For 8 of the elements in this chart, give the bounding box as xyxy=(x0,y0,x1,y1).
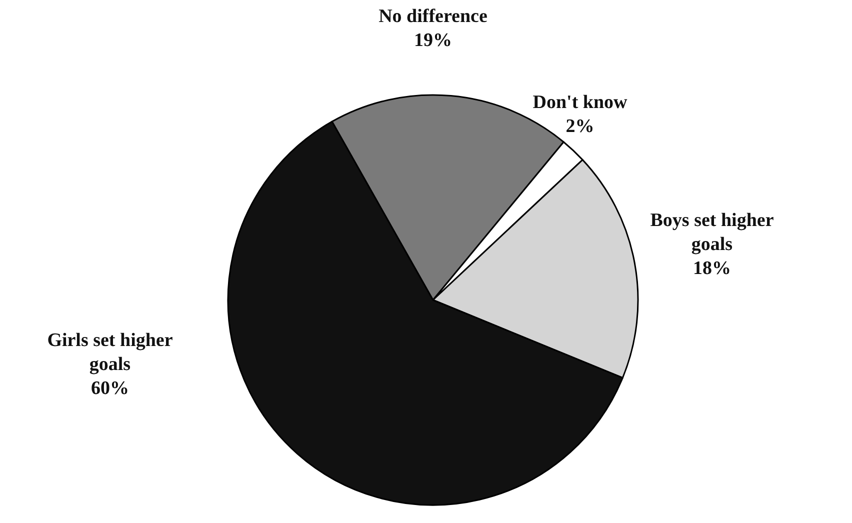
slice-label: No difference xyxy=(378,6,488,27)
slice-label: Don't know xyxy=(532,92,628,113)
slice-label: Girls set higher goals xyxy=(47,330,174,375)
data-label: 18% xyxy=(693,258,731,279)
data-label: 2% xyxy=(566,116,594,137)
data-label: 60% xyxy=(91,378,129,399)
slice-label: Boys set higher goals xyxy=(650,210,774,255)
data-label: 19% xyxy=(414,30,452,51)
